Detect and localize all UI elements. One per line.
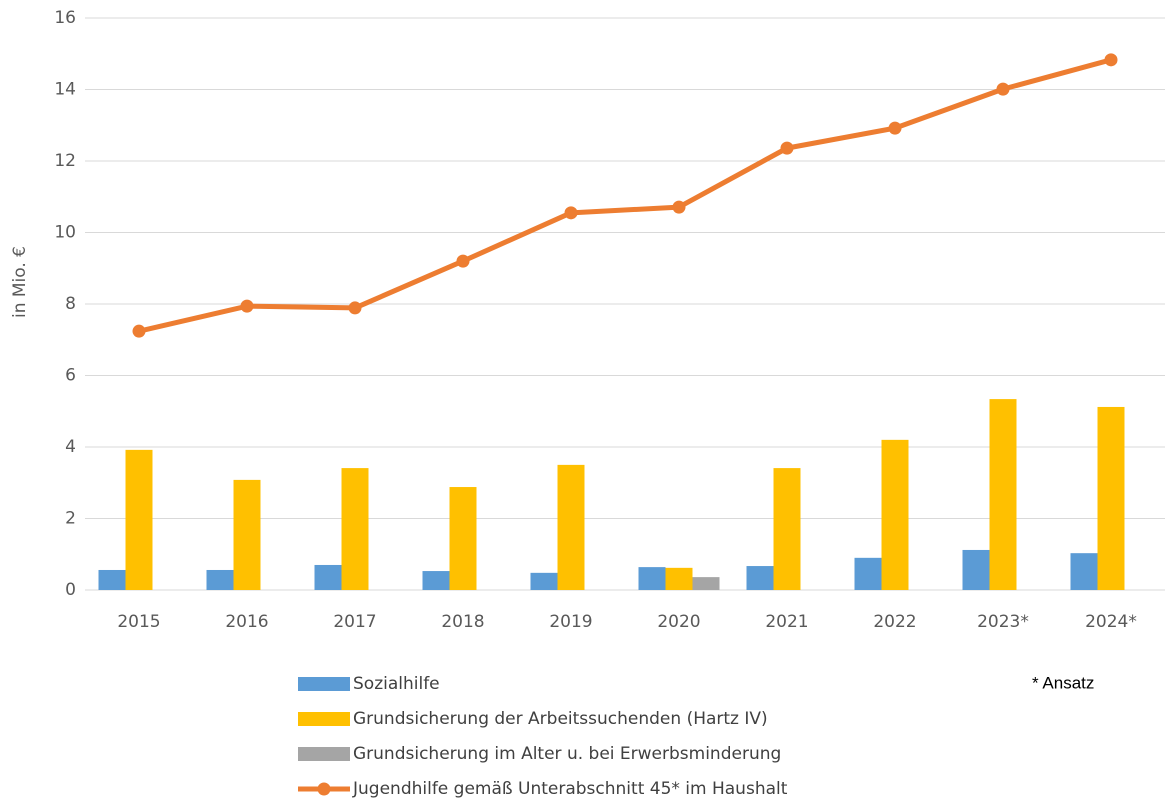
line-marker [348, 301, 362, 315]
bar [1097, 406, 1125, 590]
bar [422, 571, 450, 590]
y-tick-label: 0 [65, 580, 76, 600]
x-tick-label: 2018 [441, 612, 484, 632]
legend-label: Jugendhilfe gemäß Unterabschnitt 45* im … [352, 779, 788, 799]
bar [989, 399, 1017, 590]
line-marker [780, 141, 794, 155]
bar [206, 569, 234, 590]
bar [98, 569, 126, 590]
y-axis-label: in Mio. € [10, 246, 30, 318]
x-tick-label: 2016 [225, 612, 268, 632]
y-tick-label: 8 [65, 294, 76, 314]
line-marker [564, 206, 578, 220]
bar [854, 557, 882, 590]
legend-swatch [298, 712, 350, 726]
y-tick-label: 4 [65, 437, 76, 457]
bar [341, 468, 369, 590]
bar [557, 464, 585, 590]
bar [962, 549, 990, 590]
bar [773, 468, 801, 590]
x-tick-label: 2020 [657, 612, 700, 632]
bar [314, 564, 342, 590]
legend-swatch [317, 782, 331, 796]
bar [881, 439, 909, 590]
bar [665, 567, 693, 590]
bar [530, 572, 558, 590]
line-marker [132, 324, 146, 338]
line-marker [240, 299, 254, 313]
bar [692, 577, 720, 590]
bar [1070, 553, 1098, 590]
legend-swatch [298, 677, 350, 691]
y-tick-label: 16 [54, 8, 76, 28]
y-tick-label: 6 [65, 366, 76, 386]
bar [638, 567, 666, 590]
line-marker [996, 82, 1010, 96]
x-tick-label: 2015 [117, 612, 160, 632]
line [138, 57, 1112, 334]
x-tick-label: 2017 [333, 612, 376, 632]
x-tick-label: 2019 [549, 612, 592, 632]
line-marker [888, 121, 902, 135]
y-tick-label: 14 [54, 80, 76, 100]
y-tick-label: 10 [54, 223, 76, 243]
legend-swatch [298, 747, 350, 761]
y-tick-label: 2 [65, 509, 76, 529]
x-tick-label: 2023* [977, 612, 1029, 632]
legend-label: Sozialhilfe [353, 674, 440, 694]
legend-label: Grundsicherung im Alter u. bei Erwerbsmi… [353, 744, 781, 764]
line-marker [672, 200, 686, 214]
bar [125, 449, 153, 590]
x-tick-label: 2021 [765, 612, 808, 632]
annotation: * Ansatz [1032, 673, 1094, 692]
y-tick-label: 12 [54, 151, 76, 171]
bar [449, 487, 477, 590]
line-marker [456, 254, 470, 268]
x-tick-label: 2022 [873, 612, 916, 632]
bar [233, 479, 261, 590]
x-tick-label: 2024* [1085, 612, 1137, 632]
legend-label: Grundsicherung der Arbeitssuchenden (Har… [353, 709, 768, 729]
line-marker [1104, 53, 1118, 67]
bar [746, 566, 774, 590]
